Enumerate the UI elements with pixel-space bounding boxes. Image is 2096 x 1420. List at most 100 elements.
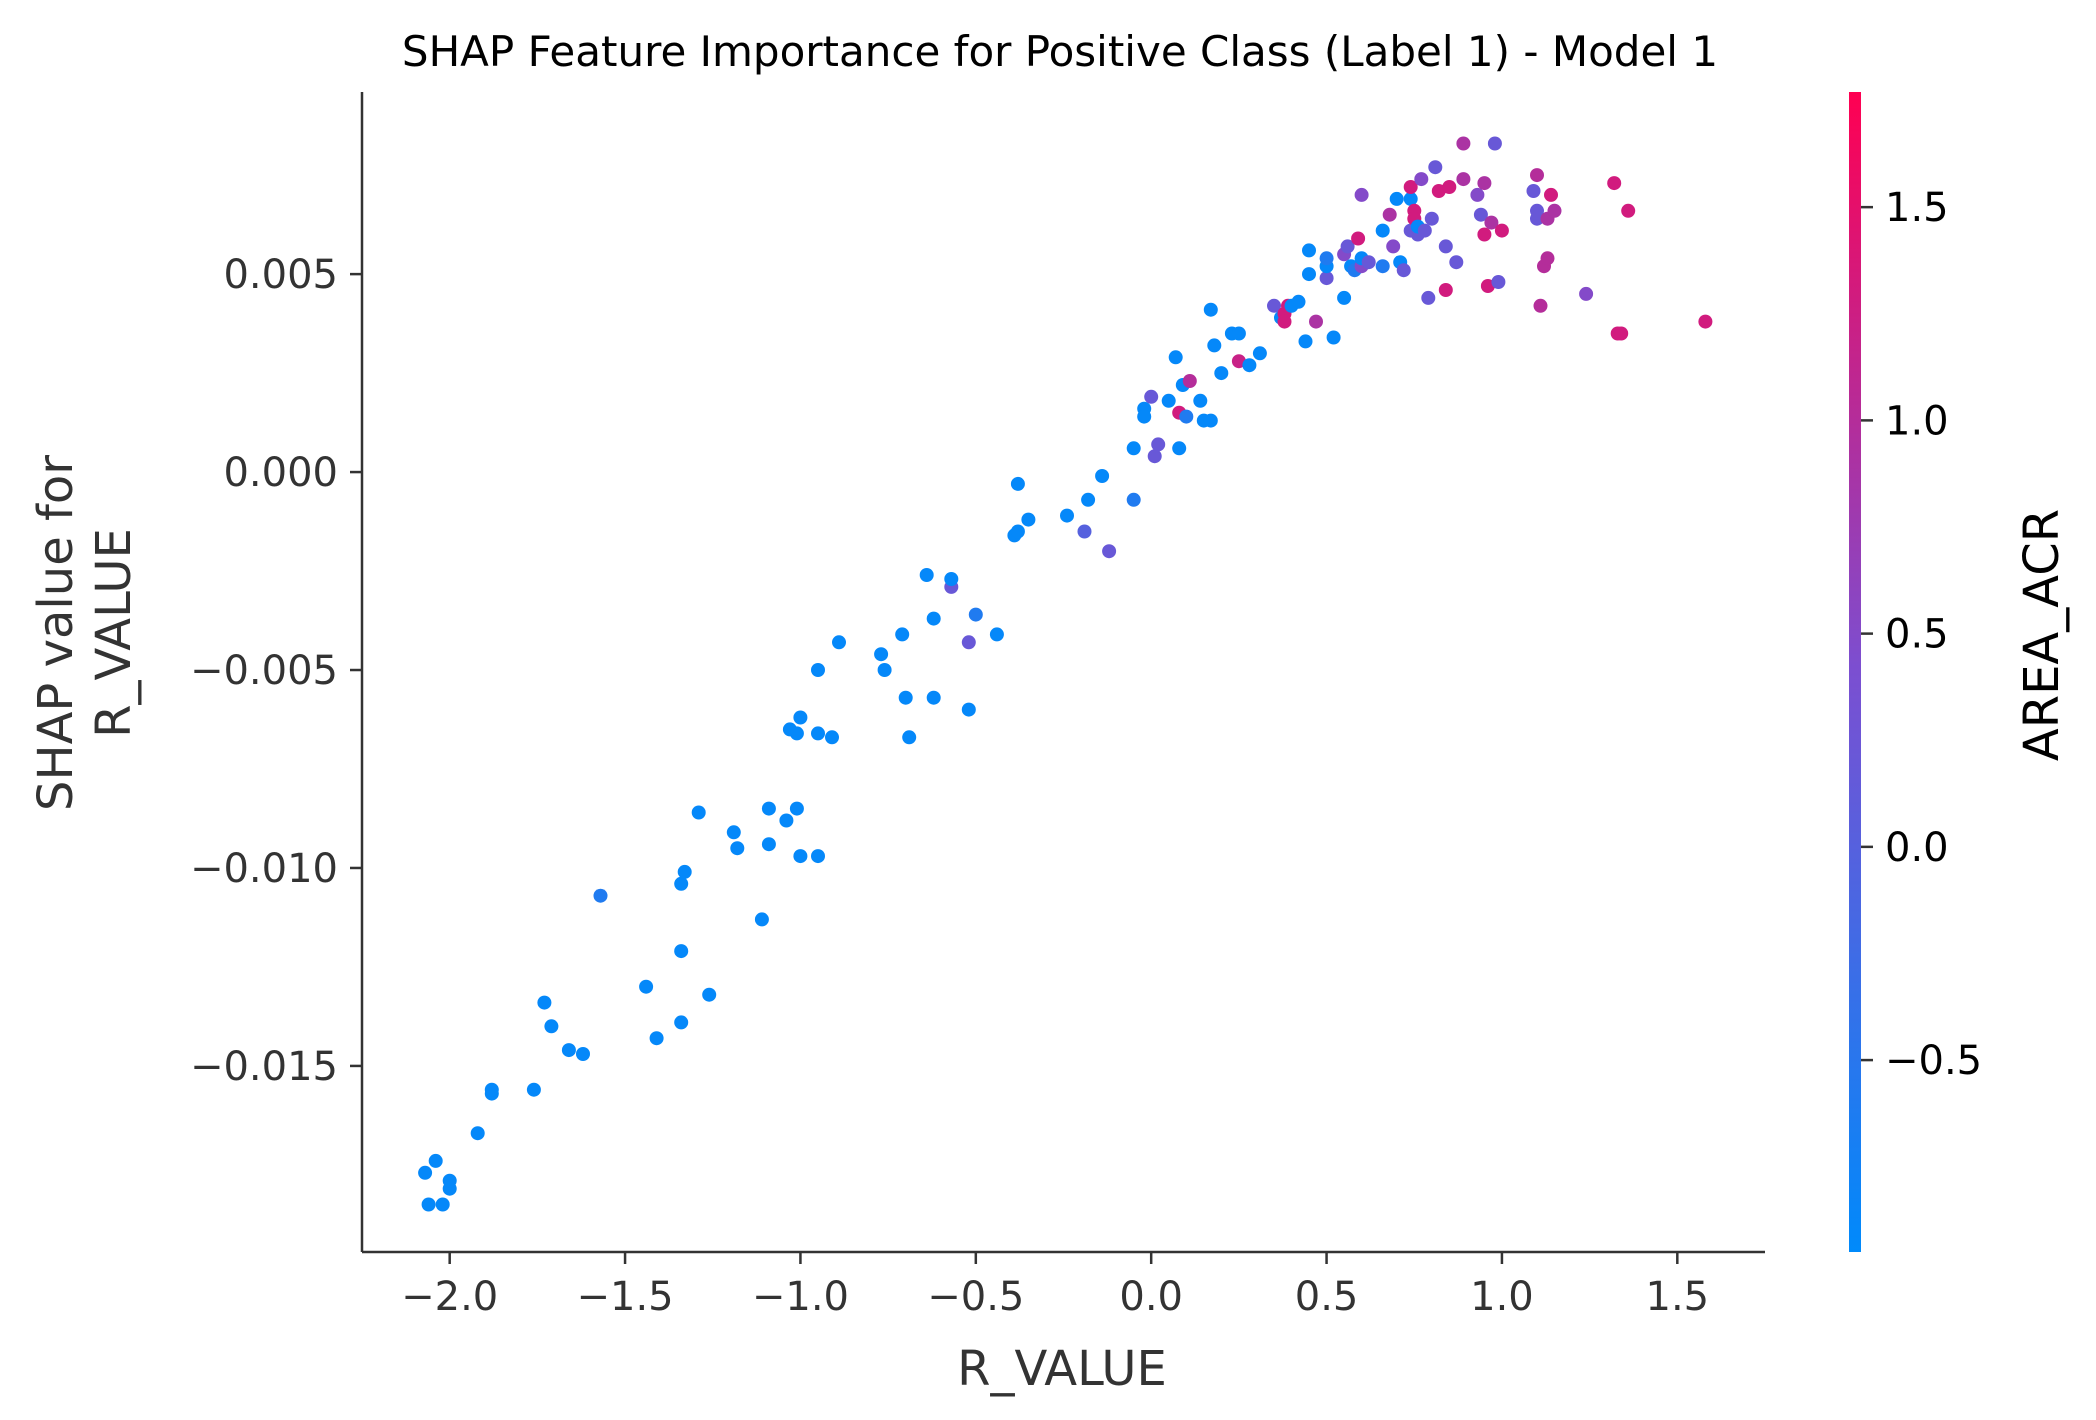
data-point — [1382, 207, 1397, 222]
data-point — [1309, 314, 1323, 329]
data-point — [989, 627, 1004, 642]
data-point — [1530, 168, 1544, 183]
data-point — [674, 944, 689, 959]
data-point — [1126, 441, 1141, 456]
y-axis-label-group: SHAP value for R_VALUE — [28, 455, 142, 811]
data-point — [811, 726, 825, 741]
data-point — [1242, 358, 1257, 373]
x-tick-label: 0.5 — [1295, 1274, 1359, 1320]
x-tick-label: 1.5 — [1646, 1274, 1710, 1320]
data-point — [1081, 492, 1096, 507]
data-point — [1291, 294, 1306, 309]
data-point — [484, 1082, 499, 1097]
data-point — [1438, 283, 1453, 297]
data-point — [1298, 334, 1313, 349]
data-point — [1151, 437, 1166, 452]
data-point — [961, 635, 976, 650]
x-tick-label: 1.0 — [1470, 1274, 1534, 1320]
data-point — [1494, 223, 1509, 238]
data-point — [1214, 366, 1229, 381]
data-point — [1526, 184, 1541, 198]
data-point — [1530, 211, 1544, 226]
data-point — [811, 849, 825, 864]
data-point — [825, 730, 839, 745]
data-point — [1277, 314, 1292, 329]
chart-title: SHAP Feature Importance for Positive Cla… — [402, 27, 1718, 76]
colorbar-tick-label: 0.5 — [1885, 612, 1949, 658]
data-point — [1484, 215, 1499, 230]
data-point — [1302, 267, 1316, 282]
data-point — [1077, 524, 1092, 539]
data-point — [1470, 187, 1485, 202]
data-point — [1421, 290, 1436, 305]
data-point — [944, 572, 959, 586]
data-point — [1431, 184, 1446, 198]
data-point — [1361, 255, 1376, 270]
x-tick-label: 0.0 — [1119, 1274, 1183, 1320]
data-point — [1021, 512, 1036, 527]
data-point — [649, 1031, 664, 1046]
data-point — [544, 1019, 559, 1034]
colorbar — [1849, 92, 1861, 1252]
data-point — [926, 690, 941, 705]
data-point — [1203, 413, 1218, 428]
data-point — [1442, 180, 1457, 194]
data-point — [421, 1197, 436, 1212]
data-point — [726, 825, 741, 840]
points-layer — [418, 136, 1713, 1212]
data-point — [1540, 251, 1555, 266]
y-axis-label-line-2: R_VALUE — [86, 528, 142, 738]
x-axis-label: R_VALUE — [957, 1341, 1167, 1397]
data-point — [761, 837, 776, 852]
data-point — [898, 690, 913, 705]
data-point — [895, 627, 910, 642]
data-point — [793, 849, 808, 864]
x-tick-label: −1.0 — [752, 1274, 849, 1320]
data-point — [1456, 136, 1471, 151]
data-point — [674, 1015, 689, 1030]
data-point — [1698, 314, 1713, 329]
data-point — [1172, 441, 1187, 456]
data-point — [1424, 211, 1439, 226]
data-point — [961, 702, 976, 717]
data-point — [1403, 191, 1418, 206]
data-point — [754, 912, 769, 927]
data-point — [1414, 172, 1429, 187]
data-point — [1319, 271, 1334, 286]
data-point — [832, 635, 846, 650]
data-point — [1179, 409, 1194, 424]
data-point — [1351, 231, 1366, 246]
data-point — [576, 1047, 590, 1061]
data-point — [470, 1126, 485, 1141]
data-point — [968, 607, 983, 622]
data-point — [1144, 389, 1159, 404]
data-point — [761, 801, 776, 816]
data-point — [1137, 409, 1152, 424]
x-tick-label: −1.5 — [576, 1274, 673, 1320]
data-point — [1252, 346, 1267, 361]
data-point — [537, 995, 552, 1010]
data-point — [677, 864, 692, 879]
y-tick-label: −0.005 — [190, 648, 338, 694]
data-point — [526, 1082, 541, 1097]
data-point — [811, 663, 825, 677]
data-point — [1487, 136, 1502, 151]
y-tick-label: −0.015 — [190, 1044, 338, 1090]
data-point — [1207, 338, 1222, 353]
data-point — [1375, 259, 1390, 274]
data-point — [1544, 187, 1558, 202]
data-point — [1231, 354, 1246, 369]
data-point — [593, 888, 608, 903]
data-point — [1231, 326, 1246, 341]
y-ticks: −0.015 −0.010 −0.005 0.000 0.005 — [190, 252, 362, 1090]
data-point — [1389, 191, 1404, 206]
data-point — [730, 841, 745, 856]
data-point — [1533, 298, 1548, 313]
data-point — [926, 611, 941, 626]
data-point — [1340, 239, 1355, 254]
data-point — [1386, 239, 1401, 254]
y-tick-label: 0.000 — [223, 450, 338, 496]
data-point — [1621, 203, 1636, 218]
data-point — [1396, 263, 1411, 278]
